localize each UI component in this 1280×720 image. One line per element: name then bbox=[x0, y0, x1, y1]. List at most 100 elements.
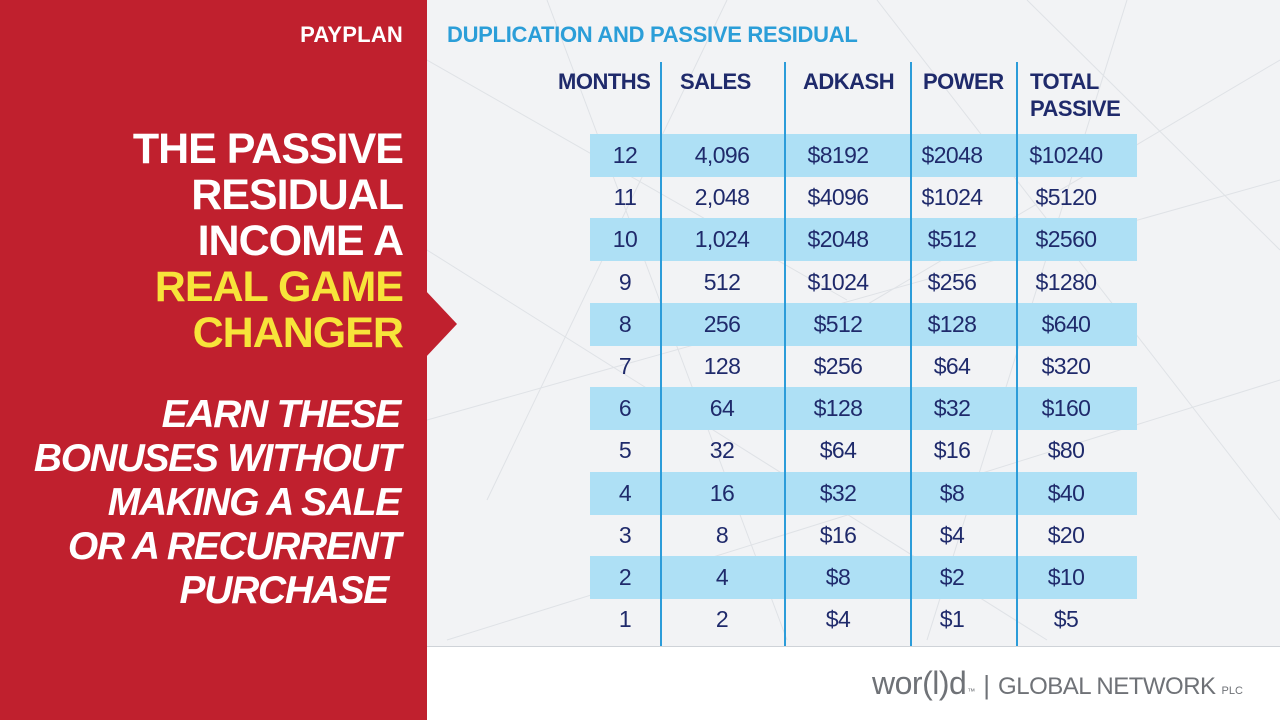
table-cell: 2,048 bbox=[694, 184, 750, 210]
logo-company-name: GLOBAL NETWORK bbox=[998, 673, 1216, 700]
table-cell: $2560 bbox=[1035, 226, 1098, 252]
table-row-band bbox=[590, 303, 1137, 346]
table-cell: $1 bbox=[939, 606, 965, 632]
subheadline-line: OR A RECURRENT bbox=[67, 525, 401, 568]
table-cell: $16 bbox=[933, 437, 971, 463]
logo-wordmark: wor(l)d bbox=[872, 665, 967, 701]
table-cell: $20 bbox=[1047, 522, 1085, 548]
column-header-line: TOTAL bbox=[1030, 69, 1099, 94]
table-cell: 256 bbox=[703, 311, 741, 337]
subheadline-line: BONUSES WITHOUT bbox=[33, 437, 401, 480]
table-cell: $256 bbox=[813, 353, 863, 379]
panel-pointer-arrow bbox=[425, 290, 457, 358]
table-cell: $4096 bbox=[807, 184, 870, 210]
table-cell: 32 bbox=[709, 437, 735, 463]
table-cell: $256 bbox=[927, 269, 977, 295]
table-cell: 10 bbox=[612, 226, 638, 252]
table-cell: $64 bbox=[933, 353, 971, 379]
table-cell: $80 bbox=[1047, 437, 1085, 463]
table-row-band bbox=[590, 472, 1137, 515]
table-cell: $2 bbox=[939, 564, 965, 590]
table-cell: 12 bbox=[612, 142, 638, 168]
table-cell: 8 bbox=[715, 522, 729, 548]
payplan-label: PAYPLAN bbox=[300, 22, 403, 47]
table-cell: $4 bbox=[939, 522, 965, 548]
table-cell: $128 bbox=[927, 311, 977, 337]
table-cell: 64 bbox=[709, 395, 735, 421]
table-cell: $8192 bbox=[807, 142, 870, 168]
table-cell: $1280 bbox=[1035, 269, 1098, 295]
table-cell: $512 bbox=[813, 311, 863, 337]
table-cell: $5120 bbox=[1035, 184, 1098, 210]
table-cell: $40 bbox=[1047, 480, 1085, 506]
table-cell: 6 bbox=[618, 395, 632, 421]
table-cell: 3 bbox=[618, 522, 632, 548]
table-cell: 4,096 bbox=[694, 142, 750, 168]
table-cell: 512 bbox=[703, 269, 741, 295]
table-row-band bbox=[590, 218, 1137, 261]
table-cell: $1024 bbox=[807, 269, 870, 295]
headline-highlight-line: REAL GAME bbox=[154, 263, 404, 311]
table-row-band bbox=[590, 556, 1137, 599]
logo-trademark: ™ bbox=[967, 687, 976, 696]
table-cell: $4 bbox=[825, 606, 851, 632]
footer-bar bbox=[427, 646, 1280, 720]
logo-separator: | bbox=[983, 670, 991, 700]
logo-suffix: PLC bbox=[1221, 685, 1243, 697]
company-logo: wor(l)d ™ | GLOBAL NETWORK PLC bbox=[872, 665, 1243, 705]
table-cell: $2048 bbox=[807, 226, 870, 252]
subheadline-line: PURCHASE bbox=[179, 569, 390, 612]
table-cell: 11 bbox=[613, 184, 637, 210]
table-cell: 1,024 bbox=[694, 226, 750, 252]
column-header-adkash: ADKASH bbox=[803, 69, 895, 94]
table-cell: 2 bbox=[618, 564, 632, 590]
table-cell: 9 bbox=[618, 269, 632, 295]
table-cell: $512 bbox=[927, 226, 977, 252]
headline-line: RESIDUAL bbox=[191, 171, 404, 219]
table-cell: $10240 bbox=[1029, 142, 1103, 168]
column-header-months: MONTHS bbox=[558, 69, 651, 94]
table-cell: $10 bbox=[1047, 564, 1085, 590]
column-header-power: POWER bbox=[923, 69, 1004, 94]
table-cell: $640 bbox=[1041, 311, 1091, 337]
headline: THE PASSIVE RESIDUAL INCOME A REAL GAME … bbox=[132, 125, 404, 357]
table-cell: $16 bbox=[819, 522, 857, 548]
table-cell: $64 bbox=[819, 437, 857, 463]
table-cell: 7 bbox=[618, 353, 632, 379]
column-header-sales: SALES bbox=[680, 69, 751, 94]
table-row-band bbox=[590, 387, 1137, 430]
table-cell: $32 bbox=[819, 480, 857, 506]
table-cell: $32 bbox=[933, 395, 971, 421]
table-cell: $160 bbox=[1041, 395, 1091, 421]
column-divider bbox=[1016, 62, 1018, 647]
subheadline: EARN THESE BONUSES WITHOUT MAKING A SALE… bbox=[33, 393, 402, 613]
headline-highlight-line: CHANGER bbox=[192, 309, 404, 357]
table-cell: 16 bbox=[709, 480, 735, 506]
table-cell: $5 bbox=[1053, 606, 1079, 632]
column-divider bbox=[660, 62, 662, 647]
table-cell: 4 bbox=[715, 564, 729, 590]
table-cell: 2 bbox=[715, 606, 729, 632]
table-cell: 1 bbox=[618, 606, 632, 632]
table-cell: $320 bbox=[1041, 353, 1091, 379]
section-title: DUPLICATION AND PASSIVE RESIDUAL bbox=[447, 22, 858, 47]
table-cell: $2048 bbox=[921, 142, 984, 168]
headline-line: THE PASSIVE bbox=[132, 125, 404, 173]
table-cell: 5 bbox=[618, 437, 632, 463]
headline-line: INCOME A bbox=[197, 217, 404, 265]
table-row-band bbox=[590, 134, 1137, 177]
left-panel bbox=[0, 0, 427, 720]
table-cell: 128 bbox=[703, 353, 741, 379]
table-cell: $128 bbox=[813, 395, 863, 421]
table-cell: $1024 bbox=[921, 184, 984, 210]
table-cell: $8 bbox=[825, 564, 851, 590]
column-header-line: PASSIVE bbox=[1030, 96, 1121, 121]
column-divider bbox=[784, 62, 786, 647]
subheadline-line: MAKING A SALE bbox=[107, 481, 402, 524]
subheadline-line: EARN THESE bbox=[161, 393, 402, 436]
column-divider bbox=[910, 62, 912, 647]
table-cell: 8 bbox=[618, 311, 632, 337]
column-header-total-passive: TOTAL PASSIVE bbox=[1030, 68, 1121, 122]
table-cell: $8 bbox=[939, 480, 965, 506]
table-cell: 4 bbox=[618, 480, 632, 506]
